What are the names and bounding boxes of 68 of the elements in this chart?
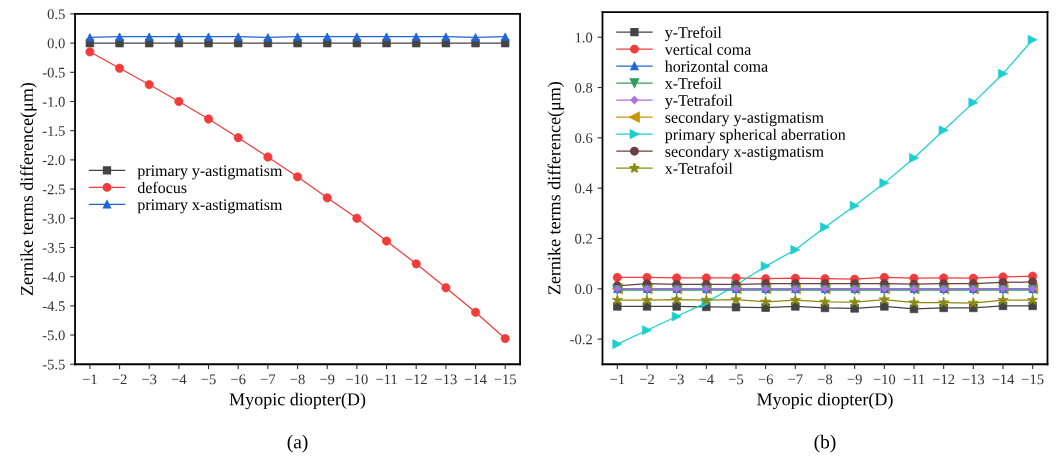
legend-label: primary spherical aberration [665, 128, 846, 144]
x-tick-label: −9 [320, 374, 335, 385]
y-tick-label: 0.6 [575, 133, 593, 144]
legend-label: secondary y-astigmatism [665, 111, 824, 127]
y-tick-label: 0.8 [575, 82, 593, 93]
x-tick-label: −13 [962, 374, 985, 385]
y-tick-label: -1.0 [42, 96, 65, 107]
y-tick-label: -1.5 [42, 126, 65, 136]
y-tick-label: -4.0 [42, 272, 65, 282]
x-tick-label: −1 [82, 374, 97, 385]
x-tick-label: −3 [669, 374, 684, 385]
y-tick-label: -3.5 [42, 242, 65, 253]
y-tick-label: 0.2 [575, 233, 592, 244]
x-tick-label: −15 [494, 374, 517, 385]
y-tick-label: 1.0 [575, 32, 593, 43]
x-tick-label: −14 [464, 374, 487, 385]
y-tick-label: -4.5 [42, 301, 65, 312]
y-tick-label: -5.0 [42, 330, 65, 341]
legend-label: x-Trefoil [664, 77, 722, 89]
legend-label: vertical coma [664, 43, 752, 55]
y-tick-label: -5.5 [42, 359, 65, 370]
x-tick-label: −8 [817, 374, 833, 385]
x-tick-label: −7 [260, 374, 276, 385]
legend-label: y-Trefoil [664, 26, 722, 42]
y-tick-label: 0.0 [47, 38, 65, 49]
legend-label: y-Tetrafoil [664, 94, 733, 110]
x-tick-label: −4 [699, 374, 714, 385]
x-tick-label: −9 [847, 374, 862, 385]
x-tick-label: −12 [932, 374, 955, 385]
text: (b) [814, 434, 836, 453]
y-tick-label: -2.5 [42, 184, 65, 195]
x-tick-label: −10 [346, 374, 368, 385]
y-tick-label: 0.0 [575, 284, 593, 295]
x-tick-label: −7 [788, 374, 803, 385]
y-tick-label: -2.0 [42, 155, 65, 166]
x-tick-label: −11 [903, 374, 925, 385]
legend-label: secondary x-astigmatism [665, 145, 824, 161]
x-tick-label: −2 [639, 374, 654, 385]
y-tick-label: 0.4 [575, 183, 593, 194]
x-tick-label: −11 [376, 374, 397, 385]
x-axis-title: Myopic diopter(D) [229, 392, 366, 410]
x-tick-label: −6 [231, 374, 246, 385]
x-tick-label: −2 [112, 374, 127, 385]
x-tick-label: −12 [405, 374, 427, 385]
legend-label: primary x-astigmatism [137, 199, 283, 214]
x-tick-label: −3 [142, 374, 157, 385]
y-axis-title: Zernike terms difference(μm) [547, 82, 565, 295]
y-tick-label: -0.5 [42, 67, 65, 78]
legend-label: defocus [137, 181, 187, 194]
x-tick-label: −6 [758, 374, 773, 385]
text: (a) [287, 434, 308, 453]
x-tick-label: −8 [290, 374, 305, 385]
x-tick-label: −4 [171, 374, 187, 385]
x-tick-label: −15 [1021, 374, 1044, 385]
x-tick-label: −5 [201, 374, 216, 385]
legend-label: x-Tetrafoil [664, 162, 733, 174]
legend-label: horizontal coma [664, 60, 768, 72]
y-tick-label: -0.2 [570, 334, 592, 345]
x-tick-label: −14 [992, 374, 1015, 385]
x-tick-label: −1 [610, 374, 625, 385]
y-axis-title: Zernike terms difference(μm) [20, 82, 37, 296]
y-tick-label: -3.0 [42, 213, 65, 224]
y-tick-label: 0.5 [47, 9, 65, 20]
x-axis-title: Myopic diopter(D) [757, 392, 893, 410]
x-tick-label: −10 [873, 374, 896, 385]
legend-label: primary y-astigmatism [137, 165, 283, 180]
x-tick-label: −13 [435, 374, 457, 385]
x-tick-label: −5 [728, 374, 744, 385]
